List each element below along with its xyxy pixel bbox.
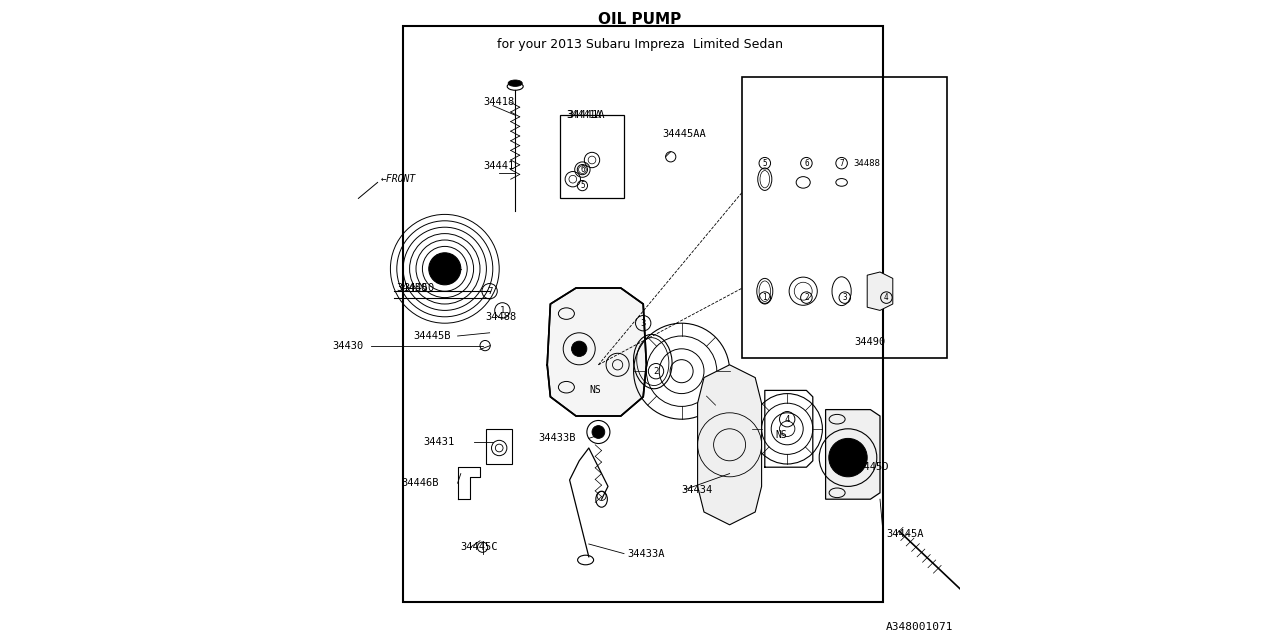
Text: 34441A: 34441A bbox=[566, 110, 602, 120]
Text: 34445C: 34445C bbox=[461, 542, 498, 552]
Text: 5: 5 bbox=[763, 159, 767, 168]
Text: 34418: 34418 bbox=[484, 97, 515, 108]
Text: A348001071: A348001071 bbox=[886, 622, 954, 632]
Text: OIL PUMP: OIL PUMP bbox=[598, 12, 682, 27]
Text: 34445D: 34445D bbox=[851, 462, 888, 472]
Text: ←FRONT: ←FRONT bbox=[381, 174, 416, 184]
Text: 34488: 34488 bbox=[485, 312, 516, 322]
Text: 2: 2 bbox=[804, 293, 809, 302]
Text: 4: 4 bbox=[884, 293, 888, 302]
Text: 6: 6 bbox=[580, 165, 585, 174]
Text: 2: 2 bbox=[653, 367, 659, 376]
Text: 34430: 34430 bbox=[333, 340, 364, 351]
Text: 1: 1 bbox=[499, 306, 506, 315]
Text: 34450: 34450 bbox=[403, 283, 434, 293]
Text: 34490: 34490 bbox=[855, 337, 886, 348]
Text: 34431: 34431 bbox=[424, 436, 454, 447]
Text: 4: 4 bbox=[785, 415, 790, 424]
Text: NS: NS bbox=[589, 385, 602, 396]
Text: for your 2013 Subaru Impreza  Limited Sedan: for your 2013 Subaru Impreza Limited Sed… bbox=[497, 38, 783, 51]
Text: 34446B: 34446B bbox=[401, 478, 438, 488]
Polygon shape bbox=[548, 288, 646, 416]
Text: 1: 1 bbox=[763, 293, 767, 302]
Circle shape bbox=[591, 426, 604, 438]
Text: 34441: 34441 bbox=[484, 161, 515, 172]
Polygon shape bbox=[698, 365, 762, 525]
Text: 34433B: 34433B bbox=[539, 433, 576, 444]
Bar bbox=[561, 115, 625, 198]
Polygon shape bbox=[868, 272, 893, 310]
Circle shape bbox=[572, 341, 586, 356]
Polygon shape bbox=[826, 410, 881, 499]
Text: 7: 7 bbox=[486, 287, 493, 296]
Text: 3: 3 bbox=[640, 319, 646, 328]
Text: 34445AA: 34445AA bbox=[663, 129, 707, 140]
Bar bbox=[403, 26, 883, 602]
Text: 34445A: 34445A bbox=[886, 529, 924, 540]
Circle shape bbox=[829, 438, 868, 477]
Ellipse shape bbox=[508, 80, 522, 86]
Text: NS: NS bbox=[774, 430, 787, 440]
Text: 34441A: 34441A bbox=[567, 110, 604, 120]
Text: 34488: 34488 bbox=[854, 159, 881, 168]
Text: 7: 7 bbox=[840, 159, 844, 168]
Text: 3: 3 bbox=[842, 293, 847, 302]
Bar bbox=[742, 77, 947, 358]
Text: 34445B: 34445B bbox=[413, 331, 452, 341]
Text: 34433A: 34433A bbox=[627, 548, 664, 559]
Text: 34434: 34434 bbox=[681, 484, 713, 495]
Circle shape bbox=[429, 253, 461, 285]
Bar bbox=[486, 429, 512, 464]
Text: 34450: 34450 bbox=[397, 283, 428, 293]
Text: 6: 6 bbox=[804, 159, 809, 168]
Text: 5: 5 bbox=[580, 181, 585, 190]
